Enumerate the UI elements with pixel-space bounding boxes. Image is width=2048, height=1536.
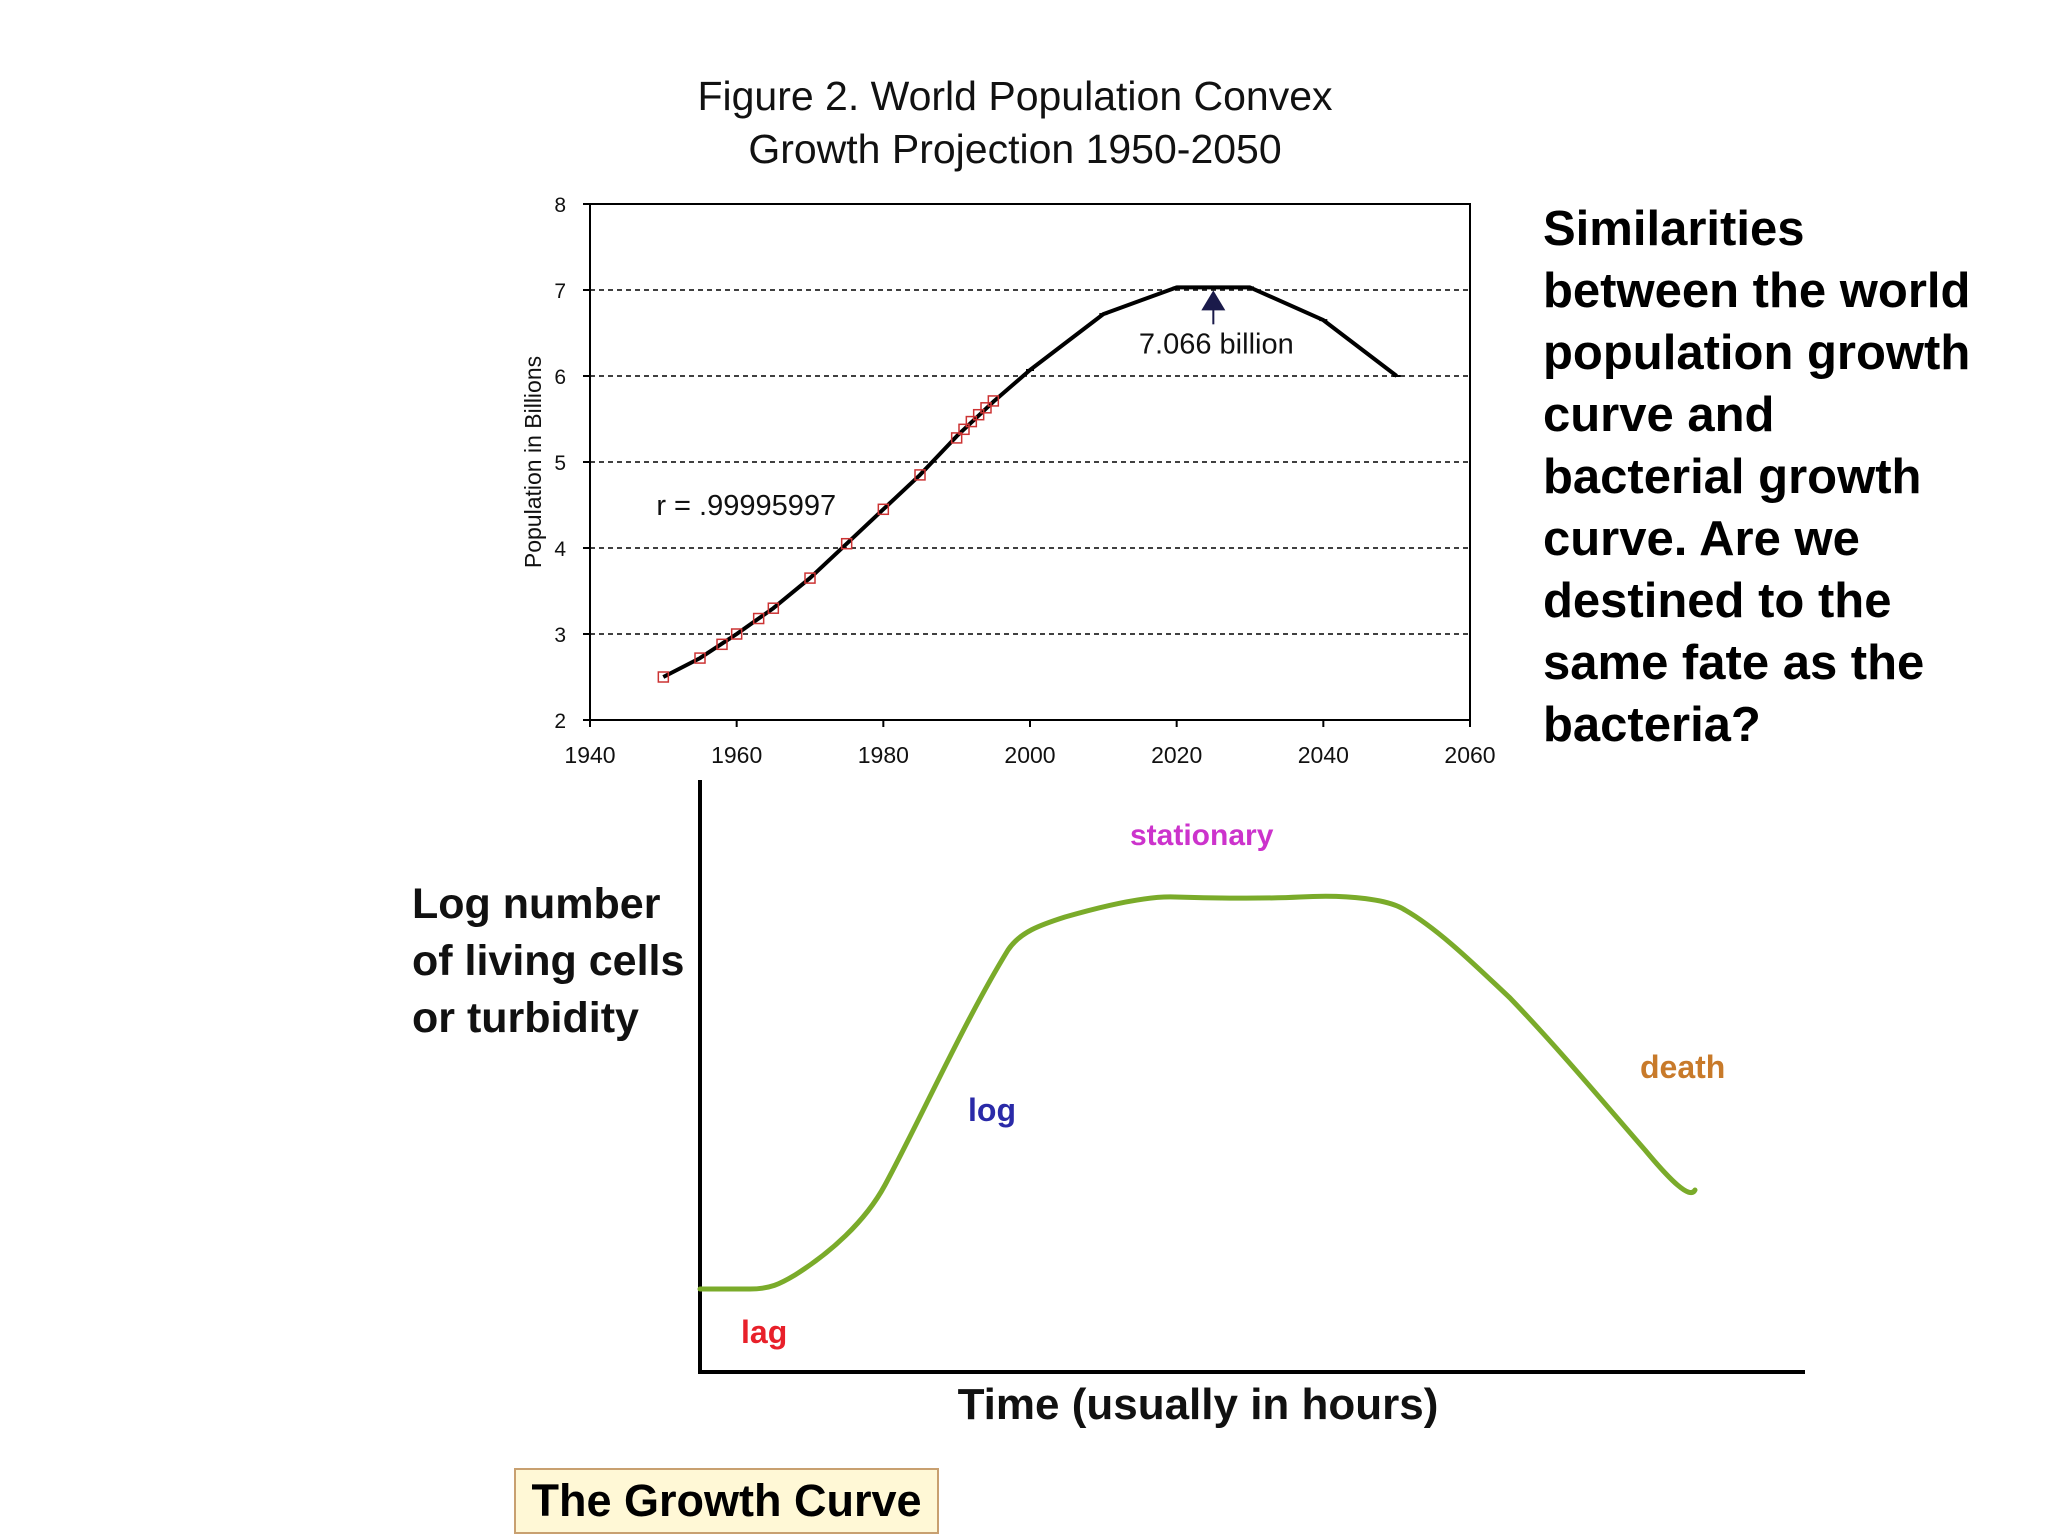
data-point xyxy=(980,402,992,414)
x-tick-label: 2040 xyxy=(1298,742,1349,768)
data-point xyxy=(767,602,780,614)
data-point xyxy=(987,395,1000,407)
chart-title-line-1: Figure 2. World Population Convex xyxy=(697,73,1333,119)
y-axis-label-line-2: of living cells xyxy=(412,937,684,985)
data-point xyxy=(694,652,706,664)
y-tick-label: 3 xyxy=(554,624,566,647)
x-tick-label: 2020 xyxy=(1151,742,1202,768)
text-line: same fate as the xyxy=(1543,636,1925,690)
data-point xyxy=(752,612,765,625)
y-tick-label: 7 xyxy=(554,280,566,303)
data-point xyxy=(877,503,890,516)
y-tick-label: 4 xyxy=(554,538,566,561)
population-series-line xyxy=(662,285,1398,679)
text-line: Similarities xyxy=(1543,202,1805,256)
y-tick-label: 2 xyxy=(554,710,566,733)
text-line: bacteria? xyxy=(1543,698,1761,752)
text-line: between the world xyxy=(1543,264,1971,318)
phase-label-lag: lag xyxy=(741,1314,787,1350)
text-line: population growth xyxy=(1543,326,1971,380)
growth-curve-line xyxy=(697,893,1698,1292)
x-tick-label: 1960 xyxy=(711,742,762,768)
x-tick-label: 1940 xyxy=(564,742,615,768)
data-point xyxy=(657,671,670,683)
data-point xyxy=(840,537,853,550)
phase-label-stationary: stationary xyxy=(1130,819,1274,852)
text-line: curve and xyxy=(1543,388,1775,442)
bacterial-growth-chart: lag log stationary death Log number of l… xyxy=(412,780,1805,1429)
peak-arrow xyxy=(1201,290,1226,325)
phase-label-log: log xyxy=(968,1092,1016,1128)
growth-curve-caption: The Growth Curve xyxy=(514,1468,939,1534)
correlation-annotation: r = .99995997 xyxy=(656,490,836,522)
y-axis-label: Population in Billions xyxy=(520,356,546,568)
text-line: curve. Are we xyxy=(1543,512,1860,566)
y-axis-label-line-1: Log number xyxy=(412,880,661,928)
population-data-markers xyxy=(657,286,1401,683)
grid-lines xyxy=(590,289,1470,635)
x-tick-label: 2060 xyxy=(1444,742,1495,768)
data-point xyxy=(950,432,963,444)
y-tick-label: 6 xyxy=(554,366,566,389)
peak-annotation: 7.066 billion xyxy=(1139,328,1294,360)
y-tick-label: 8 xyxy=(554,194,566,217)
arrow-head xyxy=(1201,290,1226,311)
x-tick-label: 2000 xyxy=(1004,742,1055,768)
x-axis-label: Time (usually in hours) xyxy=(958,1380,1439,1429)
slide-question-text: Similarities between the world populatio… xyxy=(1543,198,2023,756)
phase-label-death: death xyxy=(1640,1049,1725,1085)
population-chart: Figure 2. World Population Convex Growth… xyxy=(520,73,1496,768)
data-point xyxy=(965,415,978,428)
data-point xyxy=(914,469,926,481)
data-point xyxy=(958,423,970,436)
chart-title-line-2: Growth Projection 1950-2050 xyxy=(748,126,1281,172)
y-axis-label-line-3: or turbidity xyxy=(412,994,639,1042)
y-tick-labels: 2 3 4 5 6 7 8 xyxy=(554,194,590,733)
data-point xyxy=(716,638,728,651)
data-point xyxy=(972,408,985,421)
data-point xyxy=(804,572,816,584)
data-point xyxy=(730,628,743,640)
text-line: destined to the xyxy=(1543,574,1892,628)
x-tick-label: 1980 xyxy=(858,742,909,768)
y-tick-label: 5 xyxy=(554,452,566,475)
x-tick-labels: 1940 1960 1980 2000 2020 2040 2060 xyxy=(564,720,1496,768)
text-line: bacterial growth xyxy=(1543,450,1922,504)
